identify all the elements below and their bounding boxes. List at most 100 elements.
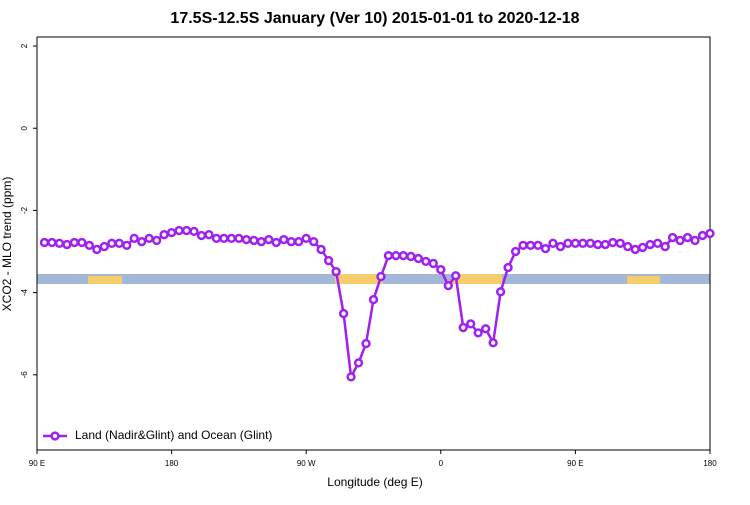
x-tick-label: 90 E	[567, 459, 583, 468]
y-tick-label: 2	[20, 43, 29, 48]
point	[189, 226, 199, 237]
point	[533, 240, 543, 250]
point	[54, 238, 65, 248]
point	[675, 235, 685, 246]
point	[353, 358, 364, 368]
point	[241, 234, 252, 245]
point	[667, 232, 678, 243]
point	[585, 238, 596, 248]
chart-title: 17.5S-12.5S January (Ver 10) 2015-01-01 …	[170, 10, 579, 27]
point	[525, 240, 536, 250]
point	[84, 240, 94, 250]
point	[219, 233, 229, 244]
point	[361, 338, 371, 349]
point	[226, 233, 237, 244]
point	[413, 253, 424, 264]
x-axis-label: Longitude (deg E)	[327, 475, 422, 489]
point	[331, 266, 341, 277]
point	[398, 250, 409, 261]
point	[466, 319, 476, 329]
point	[682, 232, 693, 243]
point	[406, 251, 416, 262]
point	[77, 237, 87, 248]
point	[286, 237, 296, 247]
y-axis-label: XCO2 - MLO trend (ppm)	[0, 177, 14, 312]
x-tick-label: 90 E	[29, 459, 45, 468]
point	[279, 234, 289, 245]
legend-marker	[50, 431, 60, 441]
point	[181, 225, 192, 236]
point	[653, 238, 663, 248]
point	[630, 244, 640, 255]
point	[271, 237, 281, 248]
point	[660, 241, 670, 252]
point	[518, 240, 528, 250]
point	[600, 239, 610, 250]
x-tick-label: 0	[439, 459, 444, 468]
point	[510, 246, 521, 257]
point	[473, 328, 483, 338]
point	[323, 255, 334, 266]
point	[151, 235, 162, 246]
point	[690, 235, 700, 246]
point	[563, 238, 573, 248]
point	[47, 237, 57, 248]
point	[99, 241, 109, 252]
point	[436, 264, 446, 275]
point	[129, 233, 139, 244]
x-tick-label: 90 W	[297, 459, 316, 468]
point	[488, 338, 498, 348]
point	[540, 243, 551, 254]
legend-label: Land (Nadir&Glint) and Ocean (Glint)	[75, 428, 272, 442]
y-tick-label: -4	[20, 289, 29, 297]
point	[503, 262, 513, 273]
point	[338, 308, 349, 319]
point	[174, 225, 184, 236]
point	[608, 237, 618, 248]
point	[264, 234, 274, 245]
x-tick-label: 180	[165, 459, 179, 468]
land-band	[452, 274, 502, 284]
point	[638, 242, 648, 253]
point	[204, 230, 214, 240]
land-band	[88, 276, 122, 284]
point	[458, 322, 468, 333]
x-tick-label: 180	[703, 459, 717, 468]
point	[428, 258, 438, 269]
point	[196, 230, 207, 241]
land-band	[627, 276, 660, 284]
point	[294, 237, 304, 247]
point	[495, 287, 506, 297]
point	[166, 227, 177, 238]
point	[107, 238, 117, 248]
point	[211, 233, 222, 244]
point	[705, 228, 715, 239]
point	[570, 238, 581, 248]
point	[697, 230, 708, 241]
y-tick-label: 0	[20, 125, 29, 130]
point	[249, 235, 259, 246]
point	[555, 241, 566, 252]
point	[451, 271, 461, 281]
point	[122, 240, 132, 250]
point	[62, 239, 72, 250]
point	[481, 324, 491, 334]
point	[368, 294, 379, 305]
land-band	[335, 274, 383, 284]
y-tick-label: -6	[20, 371, 29, 379]
point	[578, 238, 588, 248]
point	[234, 233, 244, 244]
point	[92, 244, 102, 255]
point	[645, 239, 655, 250]
point	[443, 280, 453, 291]
point	[346, 372, 356, 382]
point	[593, 239, 603, 250]
point	[316, 244, 326, 255]
point	[114, 238, 124, 248]
point	[39, 237, 50, 248]
point	[623, 241, 633, 252]
point	[548, 238, 558, 248]
point	[309, 237, 319, 247]
